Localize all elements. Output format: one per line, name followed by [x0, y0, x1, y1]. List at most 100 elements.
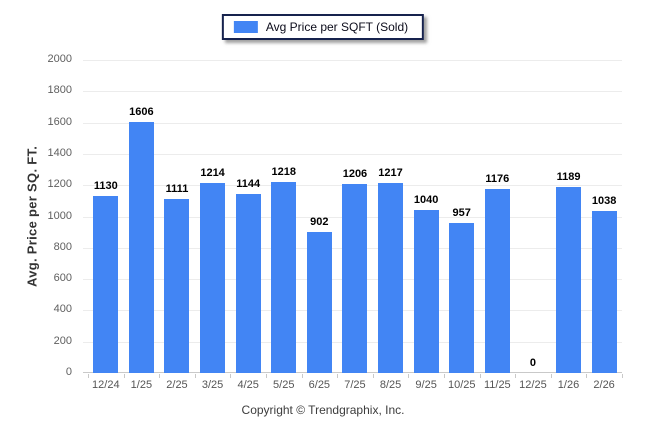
x-axis-label: 3/25	[201, 379, 224, 391]
gridline	[83, 153, 622, 155]
plot-area: 1130 1606 1111 1214 1144 1218 902 1206 1217 1040 9…	[83, 60, 623, 378]
axis-tick-mark	[159, 374, 161, 378]
axis-tick-mark	[230, 374, 232, 378]
bar[interactable]	[556, 186, 582, 373]
x-axis-label: 1/26	[557, 379, 580, 391]
x-axis-label: 10/25	[447, 379, 476, 391]
bar-slot: 1218	[266, 60, 302, 373]
bar-slot: 1217	[373, 60, 409, 373]
bar[interactable]	[128, 121, 154, 373]
axis-tick-mark	[266, 374, 267, 378]
y-tick-label: 800	[53, 240, 72, 253]
bar[interactable]	[271, 182, 297, 373]
bar-value-label: 957	[452, 207, 471, 220]
axis-tick-mark	[123, 374, 125, 378]
bar-value-label: 1218	[271, 166, 296, 179]
bar-slot: 1214	[195, 60, 231, 373]
bar-value-label: 1606	[129, 105, 154, 118]
axis-tick-mark	[372, 374, 374, 378]
bar-slot: 957	[444, 60, 480, 373]
bar-value-label: 902	[310, 215, 329, 228]
y-tick-label: 1200	[47, 178, 72, 191]
bar-value-label: 1206	[342, 168, 368, 181]
bar[interactable]	[378, 182, 404, 373]
y-tick-label: 1800	[47, 84, 72, 97]
y-tick-labels: 0 200 400 600 800 1000 1200 1400 1600 1800 2000	[0, 54, 78, 378]
x-axis-label: 12/25	[519, 379, 547, 391]
x-axis-label: 5/25	[273, 379, 295, 391]
x-axis-label: 12/24	[92, 379, 120, 391]
axis-tick-mark	[586, 374, 588, 378]
y-tick-label: 1400	[47, 146, 72, 159]
bar-slot: 1130	[88, 60, 124, 373]
bar-slot: 1040	[408, 60, 444, 373]
bar-slot: 1111	[159, 60, 195, 373]
x-axis-labels: 12/24 1/25 2/25 3/25 4/25 5/25 6/25 7/25 8/25 9/2…	[88, 379, 622, 391]
legend-label: Avg Price per SQFT (Sold)	[265, 20, 409, 34]
x-axis-label: 2/25	[166, 379, 188, 391]
bar-slot: 1038	[586, 60, 622, 373]
bar[interactable]	[200, 183, 226, 373]
bar[interactable]	[591, 210, 617, 373]
axis-ticks	[88, 373, 623, 379]
axis-tick-mark	[515, 374, 517, 378]
bar[interactable]	[306, 231, 332, 373]
bar-slot: 1206	[337, 60, 373, 373]
gridline	[83, 91, 622, 93]
bar-value-label: 1214	[200, 167, 225, 180]
axis-tick-mark	[408, 374, 410, 378]
bar[interactable]	[235, 193, 261, 373]
bars: 1130 1606 1111 1214 1144 1218 902 1206 1217 1040 9…	[88, 60, 622, 373]
axis-tick-mark	[88, 374, 89, 378]
y-tick-label: 0	[65, 366, 72, 378]
x-axis-label: 9/25	[415, 379, 437, 391]
bar-value-label: 1130	[93, 180, 118, 193]
axis-tick-mark	[479, 374, 481, 378]
x-axis-label: 4/25	[237, 379, 259, 391]
bar-value-label: 1217	[378, 166, 403, 179]
gridline	[83, 60, 622, 61]
bar-value-label: 1144	[236, 177, 261, 190]
bar-value-label: 0	[529, 357, 536, 369]
x-axis-label: 1/25	[130, 379, 153, 391]
axis-tick-mark	[337, 374, 339, 378]
bar[interactable]	[164, 199, 190, 373]
bar-slot: 1189	[551, 60, 587, 373]
x-axis-label: 7/25	[344, 379, 366, 391]
bar-slot: 1144	[230, 60, 266, 373]
axis-tick-mark	[444, 374, 445, 378]
gridline	[83, 122, 622, 124]
legend-swatch-icon	[233, 21, 258, 33]
x-axis-label: 8/25	[379, 379, 402, 391]
bar[interactable]	[342, 184, 368, 373]
bar-slot: 1176	[480, 60, 516, 373]
legend[interactable]: Avg Price per SQFT (Sold)	[221, 14, 425, 40]
bar-value-label: 1189	[556, 170, 581, 183]
bar-slot: 0	[515, 60, 551, 373]
y-tick-label: 400	[53, 303, 72, 316]
axis-tick-mark	[194, 374, 196, 378]
axis-tick-mark	[622, 374, 623, 378]
y-tick-label: 600	[53, 272, 72, 285]
x-axis-label: 6/25	[308, 379, 331, 391]
y-tick-label: 1600	[47, 115, 72, 128]
bar[interactable]	[413, 210, 439, 373]
bar[interactable]	[484, 188, 510, 373]
axis-tick-mark	[550, 374, 552, 378]
x-axis-label: 11/25	[483, 379, 511, 391]
bar-slot: 1606	[124, 60, 160, 373]
copyright-text: Copyright © Trendgraphix, Inc.	[241, 403, 405, 417]
axis-tick-mark	[301, 374, 303, 378]
bar-value-label: 1038	[591, 194, 617, 207]
x-axis-label: 2/26	[593, 379, 615, 391]
bar-value-label: 1176	[485, 172, 510, 185]
bar-slot: 902	[302, 60, 338, 373]
y-tick-label: 200	[53, 334, 72, 347]
bar-value-label: 1040	[413, 194, 439, 207]
bar[interactable]	[449, 223, 475, 373]
bar-value-label: 1111	[165, 183, 189, 196]
y-tick-label: 1000	[47, 209, 72, 222]
bar[interactable]	[93, 196, 119, 373]
y-tick-label: 2000	[47, 53, 72, 65]
